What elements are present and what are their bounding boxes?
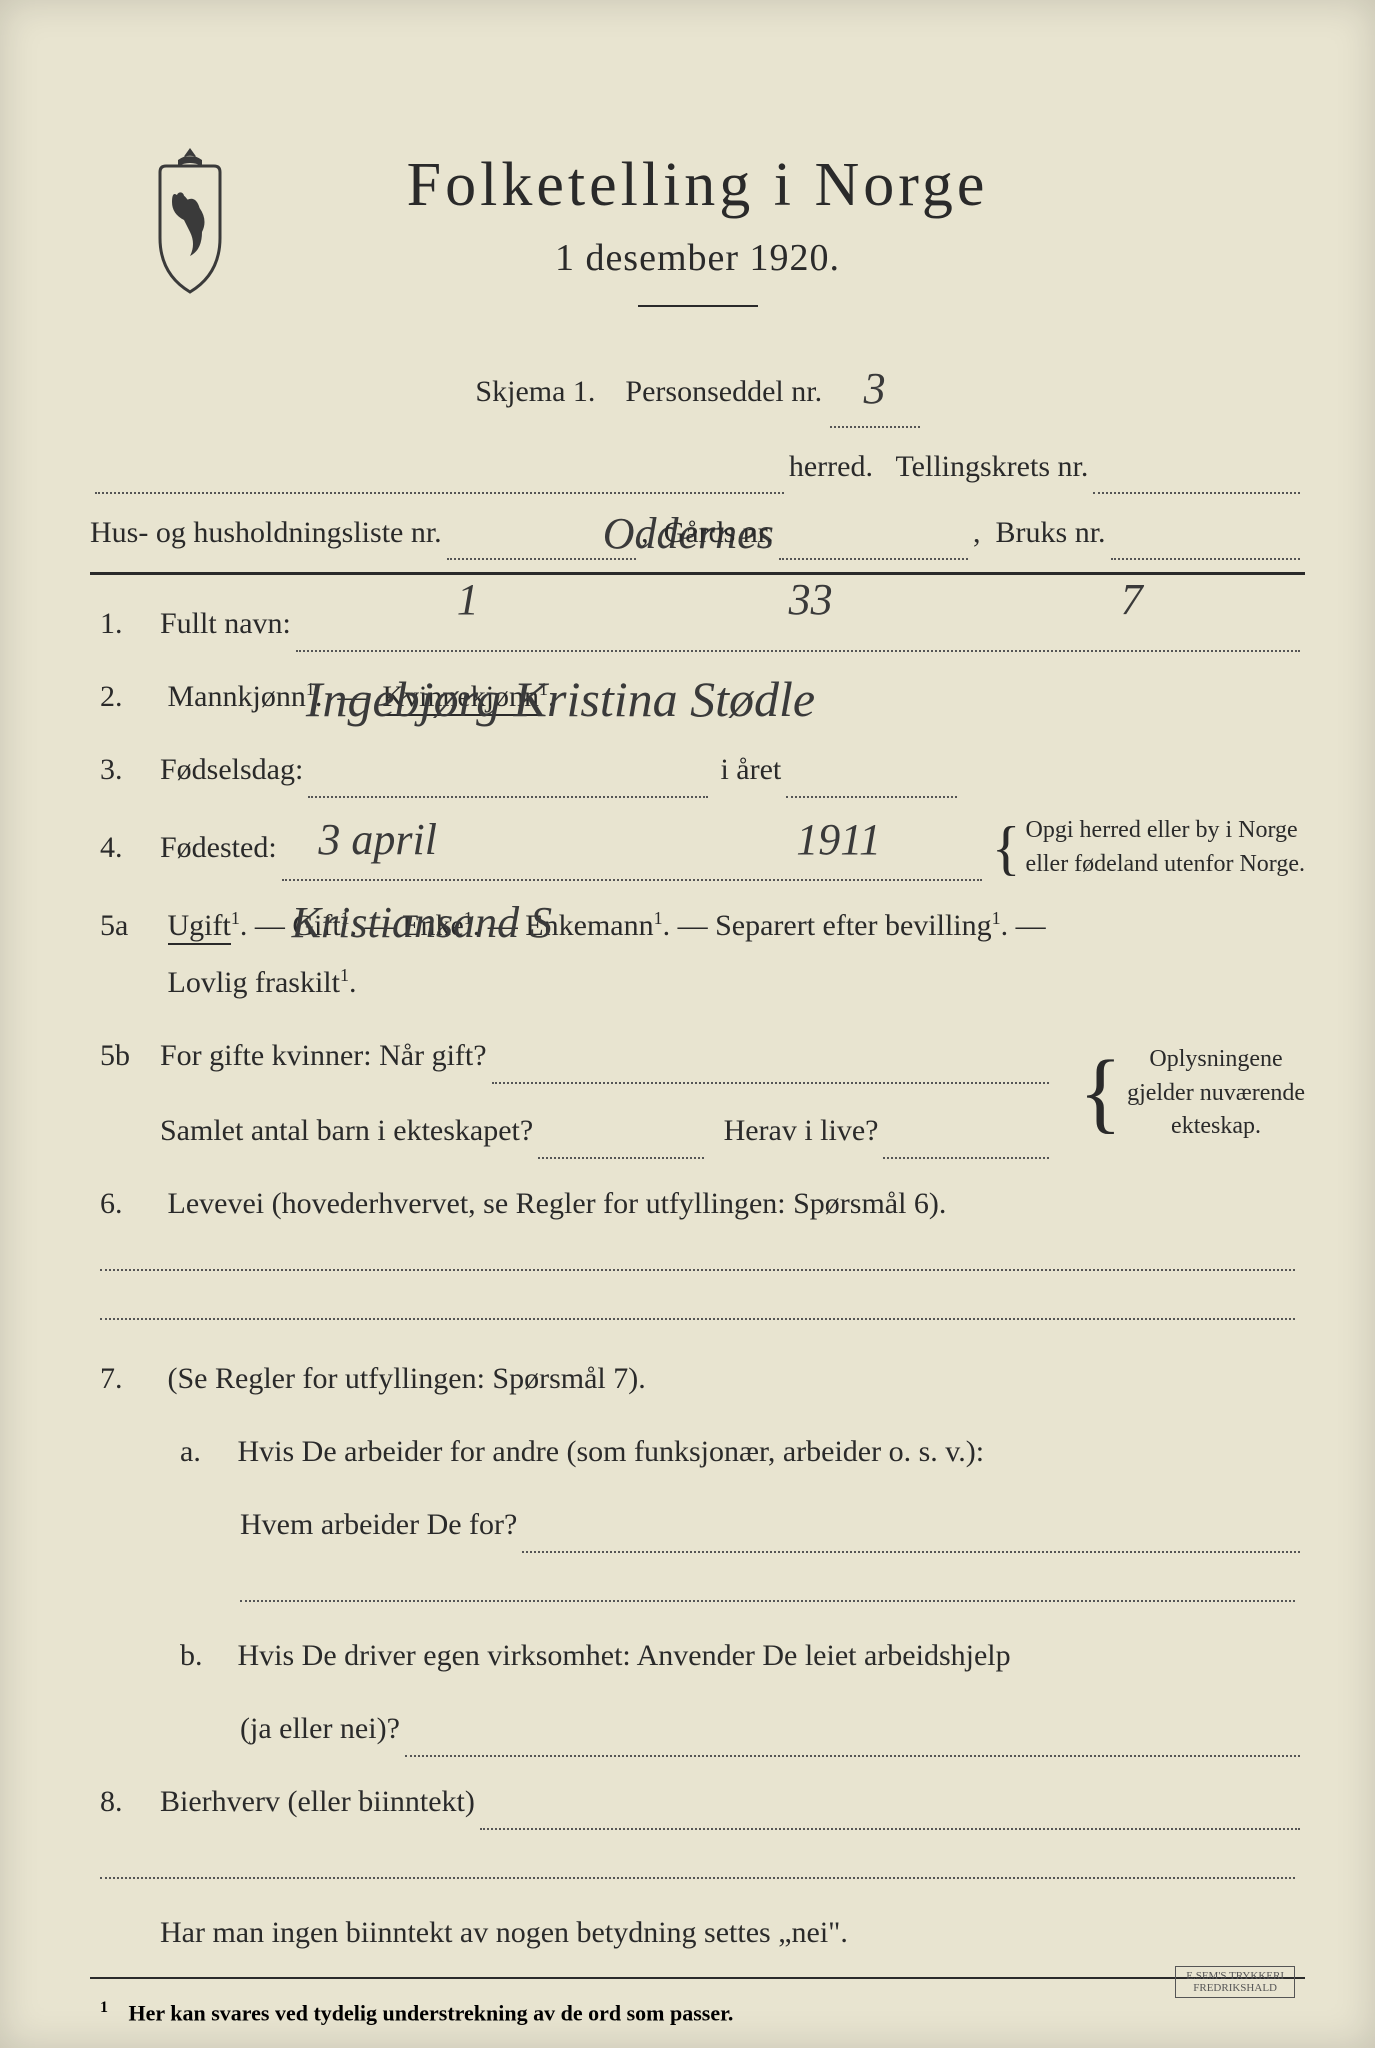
q7b-label: b.	[180, 1627, 230, 1684]
huslist-label: Hus- og husholdningsliste nr.	[90, 506, 442, 560]
gards-label: Gårds nr.	[664, 506, 774, 560]
q5b-note-group: { Oplysningene gjelder nuværende ekteska…	[1074, 1043, 1305, 1144]
q6-fill-1	[100, 1267, 1295, 1271]
q7a-text1: Hvis De arbeider for andre (som funksjon…	[238, 1435, 985, 1468]
form-header: Folketelling i Norge 1 desember 1920.	[90, 150, 1305, 307]
q6-num: 6.	[100, 1175, 160, 1232]
q4-note2: eller fødeland utenfor Norge.	[1026, 851, 1305, 877]
stamp-line2: FREDRIKSHALD	[1193, 1982, 1277, 1994]
q4-note-group: { Opgi herred eller by i Norge eller fød…	[987, 814, 1305, 881]
q1-label: Fullt navn:	[160, 595, 291, 652]
herred-value: Oddernes	[603, 494, 774, 497]
q3-year: 1911	[796, 798, 881, 801]
herred-label: herred.	[789, 440, 873, 494]
q3-day: 3 april	[318, 798, 437, 801]
footer-divider	[90, 1977, 1305, 1979]
q4-label: Fødested:	[160, 819, 277, 876]
q7b-row2: (ja eller nei)?	[90, 1700, 1305, 1757]
footer-line: Har man ingen biinntekt av nogen betydni…	[90, 1904, 1305, 1961]
tellingskrets-label: Tellingskrets nr.	[895, 440, 1088, 494]
q8-num: 8.	[100, 1773, 160, 1830]
footer-text: Har man ingen biinntekt av nogen betydni…	[160, 1916, 848, 1949]
q7b-text2: (ja eller nei)?	[240, 1700, 400, 1757]
footnote-row: 1 Her kan svares ved tydelig understrekn…	[90, 1999, 1305, 2026]
q5a-num: 5a	[100, 897, 160, 954]
q7a-row2: Hvem arbeider De for?	[90, 1496, 1305, 1553]
q2-num: 2.	[100, 668, 160, 725]
q8-row: 8. Bierhverv (eller biinntekt)	[90, 1773, 1305, 1830]
q5b-line2b: Herav i live?	[724, 1102, 879, 1159]
q4-num: 4.	[100, 819, 160, 876]
footnote-text: Her kan svares ved tydelig understreknin…	[129, 2001, 734, 2026]
q3-row: 3. Fødselsdag: 3 april i året 1911	[90, 741, 1305, 798]
q6-label: Levevei (hovederhvervet, se Regler for u…	[168, 1187, 947, 1220]
q7b-row: b. Hvis De driver egen virksomhet: Anven…	[90, 1627, 1305, 1684]
q4-note1: Opgi herred eller by i Norge	[1026, 817, 1298, 843]
q4-value: Kristiansand S	[292, 881, 552, 884]
personseddel-label: Personseddel nr.	[625, 375, 822, 408]
q7a-label: a.	[180, 1423, 230, 1480]
q7a-row: a. Hvis De arbeider for andre (som funks…	[90, 1423, 1305, 1480]
main-title: Folketelling i Norge	[90, 150, 1305, 221]
q8-label: Bierhverv (eller biinntekt)	[160, 1773, 475, 1830]
q5a-ugift: Ugift	[168, 909, 231, 945]
personseddel-value: 3	[864, 364, 886, 413]
footnote-marker: 1	[100, 1999, 108, 2016]
census-form-page: Folketelling i Norge 1 desember 1920. Sk…	[0, 0, 1375, 2048]
stamp-line1: E.SEM'S TRYKKERI	[1186, 1970, 1284, 1982]
q5a-lovlig: Lovlig fraskilt	[168, 966, 340, 999]
q6-row: 6. Levevei (hovederhvervet, se Regler fo…	[90, 1175, 1305, 1232]
herred-line: Oddernes herred. Tellingskrets nr.	[90, 440, 1305, 494]
title-divider	[638, 305, 758, 307]
q4-row: 4. Fødested: Kristiansand S { Opgi herre…	[90, 814, 1305, 881]
q3-yearlabel: i året	[720, 741, 781, 798]
bruks-value: 7	[1121, 560, 1143, 563]
skjema-line: Skjema 1. Personseddel nr. 3	[90, 347, 1305, 428]
q7a-text2: Hvem arbeider De for?	[240, 1496, 517, 1553]
q7-num: 7.	[100, 1350, 160, 1407]
q1-num: 1.	[100, 595, 160, 652]
q7-label: (Se Regler for utfyllingen: Spørsmål 7).	[168, 1362, 646, 1395]
q3-num: 3.	[100, 741, 160, 798]
q5a-separert: Separert efter bevilling	[715, 909, 992, 942]
q8-fill	[100, 1875, 1295, 1879]
printer-stamp: E.SEM'S TRYKKERI FREDRIKSHALD	[1175, 1966, 1295, 1998]
huslist-value: 1	[457, 560, 479, 563]
skjema-label: Skjema 1.	[475, 375, 595, 408]
q5b-row: 5b For gifte kvinner: Når gift? Samlet a…	[90, 1027, 1305, 1159]
q5b-note1: Oplysningene	[1149, 1046, 1282, 1072]
q7a-fill	[240, 1598, 1295, 1602]
q1-value: Ingebjørg Kristina Stødle	[306, 652, 815, 655]
q5b-note3: ekteskap.	[1171, 1113, 1261, 1139]
q7-row: 7. (Se Regler for utfyllingen: Spørsmål …	[90, 1350, 1305, 1407]
hus-line: Hus- og husholdningsliste nr. 1 , Gårds …	[90, 506, 1305, 560]
q6-fill-2	[100, 1316, 1295, 1320]
q5b-num: 5b	[100, 1027, 160, 1084]
bruks-label: Bruks nr.	[996, 506, 1106, 560]
q5b-line1a: For gifte kvinner: Når gift?	[160, 1027, 487, 1084]
gards-value: 33	[789, 560, 833, 563]
subtitle: 1 desember 1920.	[90, 236, 1305, 280]
q5b-note2: gjelder nuværende	[1127, 1080, 1305, 1106]
q5a-row: 5a Ugift1. — Gift1. — Enke1. — Enkemann1…	[90, 897, 1305, 1011]
q5b-line2a: Samlet antal barn i ekteskapet?	[160, 1102, 533, 1159]
coat-of-arms-icon	[130, 140, 250, 300]
q7b-text1: Hvis De driver egen virksomhet: Anvender…	[238, 1639, 1011, 1672]
q2-mann: Mannkjønn	[168, 680, 306, 713]
q3-label: Fødselsdag:	[160, 741, 303, 798]
